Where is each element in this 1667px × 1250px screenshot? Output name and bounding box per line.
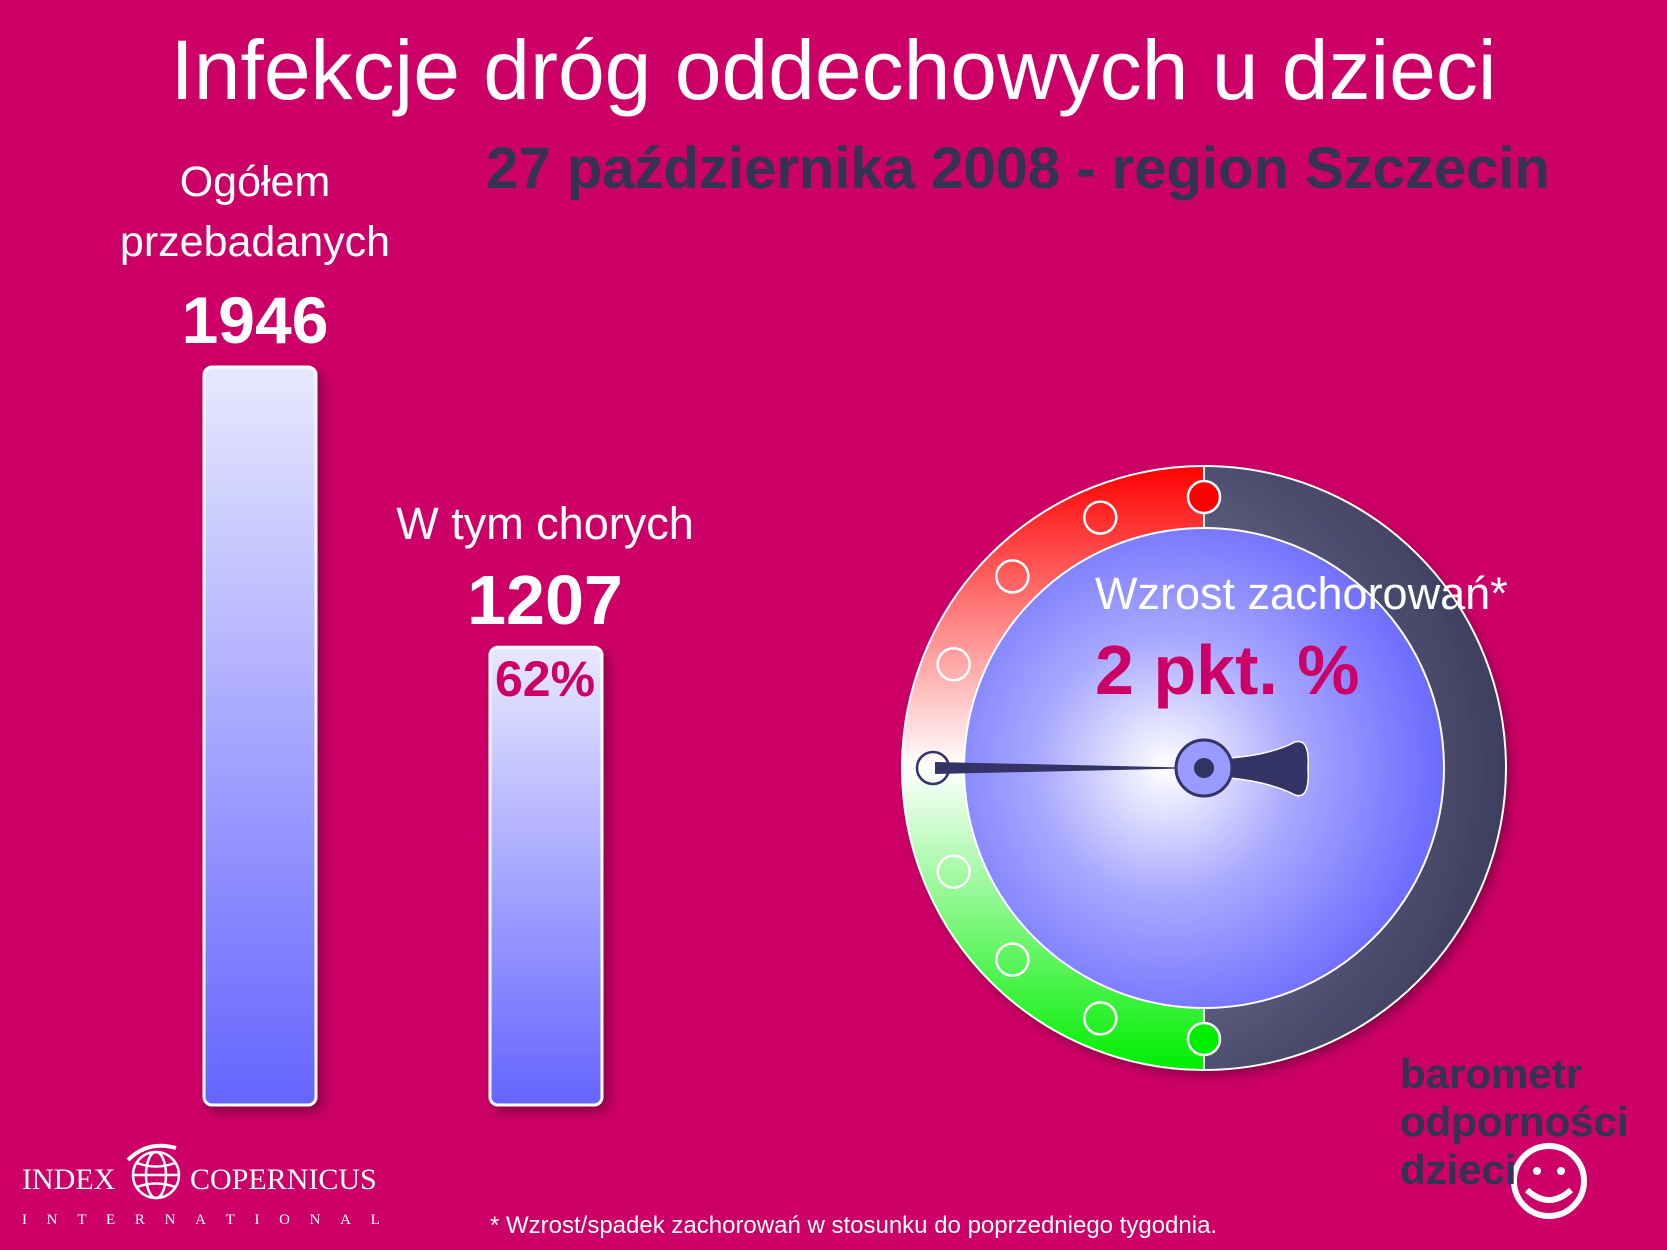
gauge-tick-mark bbox=[1186, 479, 1222, 515]
bar-sick bbox=[488, 645, 604, 1107]
sick-label: W tym chorych bbox=[396, 498, 694, 549]
gauge-needle-tail bbox=[1229, 740, 1309, 797]
sick-value: 1207 bbox=[467, 561, 623, 639]
brand-line3: dzieci bbox=[1400, 1146, 1517, 1193]
gauge-tick-mark bbox=[1186, 1021, 1222, 1057]
logo-copernicus-text: COPERNICUS bbox=[190, 1163, 377, 1196]
gauge-tick-mark bbox=[936, 854, 971, 889]
footnote: * Wzrost/spadek zachorowań w stosunku do… bbox=[490, 1212, 1218, 1239]
page-subtitle: 27 października 2008 - region Szczecin bbox=[486, 136, 1550, 201]
bar-total bbox=[202, 365, 318, 1107]
brand-line1: barometr bbox=[1400, 1050, 1583, 1097]
total-label-line2: przebadanych bbox=[119, 218, 391, 266]
gauge-hub-center bbox=[1194, 758, 1214, 778]
total-label-line1: Ogółem bbox=[179, 158, 331, 206]
smiley-icon bbox=[1511, 1143, 1587, 1219]
gauge-tick-mark bbox=[1083, 1001, 1118, 1036]
total-value: 1946 bbox=[181, 283, 329, 357]
gauge-ticks bbox=[915, 479, 1222, 1057]
sick-percent-label: 62% bbox=[494, 651, 596, 707]
brand-logo-text: barometr odporności dzieci bbox=[1400, 1050, 1629, 1194]
globe-logo-icon bbox=[126, 1143, 181, 1200]
gauge-tick-mark bbox=[995, 559, 1030, 594]
gauge-tick-mark bbox=[936, 647, 971, 682]
bars-group bbox=[202, 365, 604, 1107]
logo-index-text: INDEX bbox=[22, 1163, 116, 1196]
gauge-needle bbox=[935, 762, 1205, 774]
gauge-label: Wzrost zachorowań* bbox=[1095, 568, 1508, 619]
gauge-tick-mark bbox=[995, 942, 1030, 977]
gauge bbox=[901, 465, 1507, 1071]
gauge-value: 2 pkt. % bbox=[1095, 631, 1360, 709]
page-title: Infekcje dróg oddechowych u dzieci bbox=[170, 23, 1497, 117]
brand-line2: odporności bbox=[1400, 1098, 1629, 1145]
gauge-tick-mark bbox=[1083, 500, 1118, 535]
